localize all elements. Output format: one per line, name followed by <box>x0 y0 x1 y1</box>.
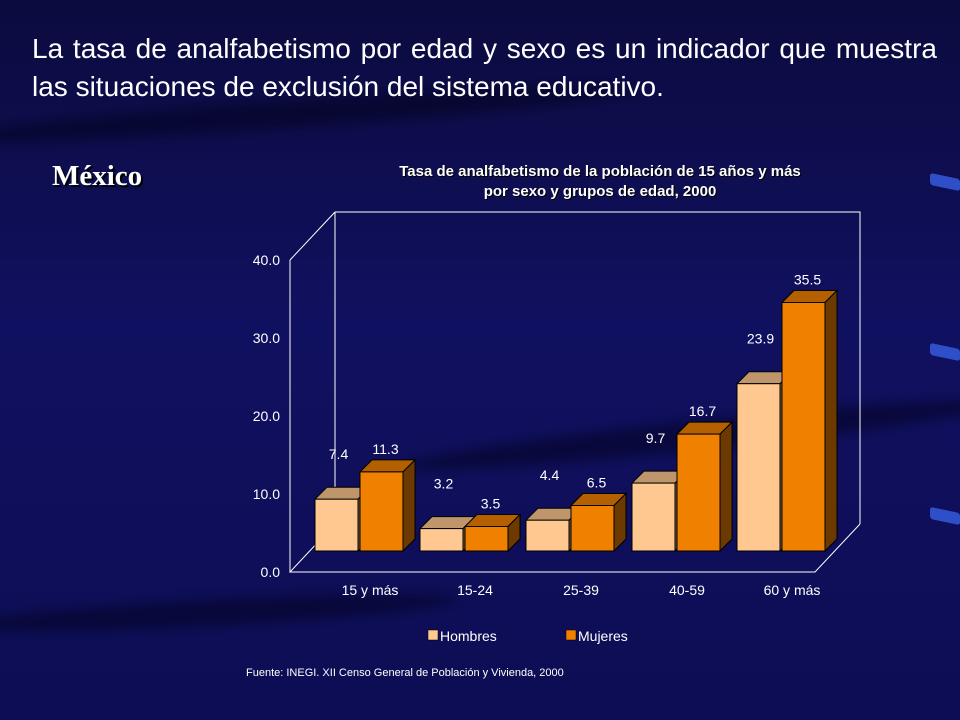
data-label-hombres: 23.9 <box>747 331 774 347</box>
bar-mujeres <box>675 420 734 553</box>
data-label-hombres: 3.2 <box>434 476 454 492</box>
headline-text: La tasa de analfabetismo por edad y sexo… <box>32 33 937 102</box>
bar-hombres-front <box>525 519 570 552</box>
data-label-hombres: 7.4 <box>329 446 349 462</box>
bar-mujeres-front <box>781 302 826 552</box>
bar-mujeres <box>463 513 522 553</box>
bar-mujeres-front <box>570 505 615 552</box>
bar-mujeres <box>358 458 417 553</box>
x-tick-label: 15 y más <box>342 582 399 598</box>
chart-title: Tasa de analfabetismo de la población de… <box>300 162 900 202</box>
bar-hombres-front <box>314 498 359 552</box>
data-label-mujeres: 35.5 <box>794 272 821 288</box>
bar-mujeres <box>780 289 839 553</box>
y-tick-label: 20.0 <box>253 408 280 424</box>
frame-top-edge <box>289 211 336 261</box>
bar-mujeres-front <box>676 433 721 552</box>
data-label-mujeres: 6.5 <box>587 475 607 491</box>
bar-mujeres-side <box>824 289 838 553</box>
y-tick-label: 40.0 <box>253 252 280 268</box>
bar-mujeres-side <box>719 420 733 553</box>
bar-mujeres-front <box>359 471 404 552</box>
legend-swatch-hombres <box>427 629 439 641</box>
data-label-hombres: 4.4 <box>540 467 560 483</box>
chart-title-line1: Tasa de analfabetismo de la población de… <box>399 163 801 180</box>
source-note: Fuente: INEGI. XII Censo General de Pobl… <box>246 667 564 679</box>
x-tick-label: 60 y más <box>764 582 821 598</box>
frame-back-wall <box>335 211 861 524</box>
bar-mujeres <box>569 492 628 553</box>
x-tick-label: 15-24 <box>457 582 493 598</box>
legend-swatch-mujeres <box>565 629 577 641</box>
y-tick-label: 30.0 <box>253 330 280 346</box>
legend: Hombres Mujeres <box>427 628 628 644</box>
x-axis: 15 y más 15-24 25-39 40-59 60 y más <box>342 582 821 598</box>
legend-label-mujeres: Mujeres <box>578 628 628 644</box>
y-tick-label: 0.0 <box>261 564 281 580</box>
country-label: México <box>52 160 143 192</box>
x-tick-label: 25-39 <box>563 582 599 598</box>
y-tick-label: 10.0 <box>253 486 280 502</box>
bar-mujeres-side <box>402 458 416 553</box>
frame-floor-front <box>290 523 861 573</box>
bar-hombres-front <box>419 528 464 552</box>
y-axis: 0.0 10.0 20.0 30.0 40.0 <box>253 252 280 580</box>
x-tick-label: 40-59 <box>669 582 705 598</box>
legend-label-hombres: Hombres <box>440 628 497 644</box>
data-label-mujeres: 11.3 <box>372 441 398 457</box>
bar-hombres-front <box>631 482 676 552</box>
data-label-mujeres: 16.7 <box>689 403 716 419</box>
bar-mujeres-front <box>464 526 509 552</box>
data-label-hombres: 9.7 <box>646 430 666 446</box>
data-label-mujeres: 3.5 <box>481 496 501 512</box>
bar-hombres-front <box>736 383 781 552</box>
bars: 7.4 11.3 3.2 3.5 4.4 6.5 9.7 16.7 23.9 35.5 <box>313 272 839 553</box>
chart-subtitle: por sexo y grupos de edad, 2000 <box>483 183 717 200</box>
